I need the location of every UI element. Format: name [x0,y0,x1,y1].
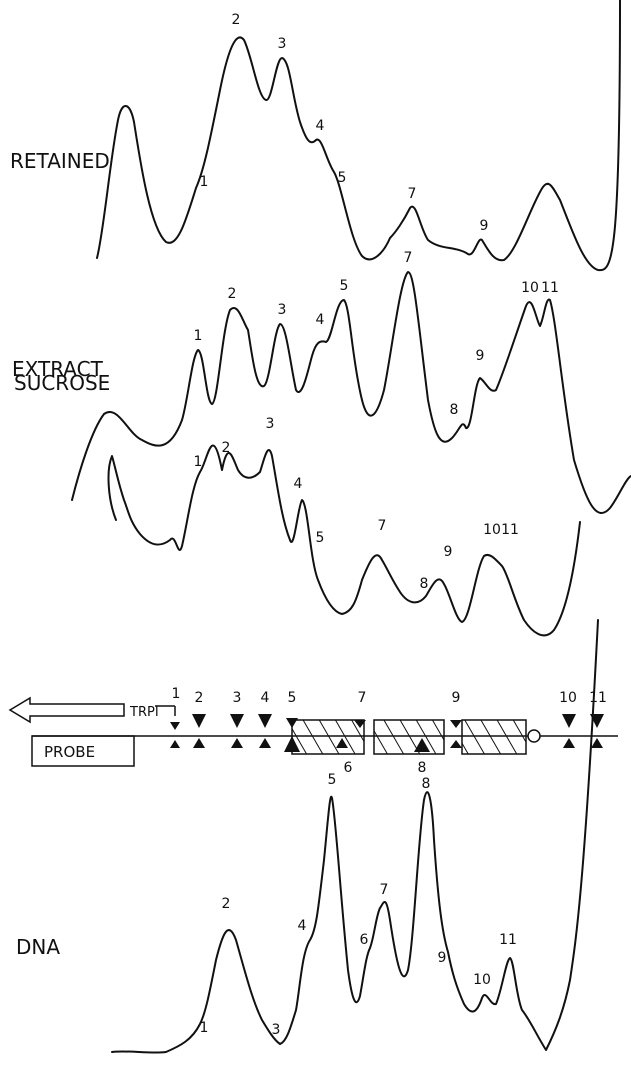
site-9-label: 9 [452,690,461,706]
dna-peak-7: 7 [380,882,389,898]
dna-peak-5: 5 [328,772,337,788]
site-8: 8 [414,738,430,776]
restriction-map: TRPI PROBE 1 2 [8,686,618,776]
site-1-label: 1 [172,686,181,702]
extract-peak-7: 7 [404,250,413,266]
retained-trace [96,0,621,272]
dna-peak-2: 2 [222,896,231,912]
site-7-label: 7 [358,690,367,706]
site-4: 4 [258,690,272,748]
sucrose-peak-5: 5 [316,530,325,546]
site-8-label: 8 [418,760,427,776]
site-6-label: 6 [344,760,353,776]
site-5: 5 [284,690,300,752]
sucrose-peak-11: 11 [501,522,519,538]
dna-trace [111,619,599,1054]
circle-end [527,729,541,743]
retained-peak-2: 2 [232,12,241,28]
sucrose-peak-4: 4 [294,476,303,492]
extract-trace [71,271,631,514]
site-2-label: 2 [195,690,204,706]
retained-label: RETAINED [10,149,110,173]
site-4-label: 4 [261,690,270,706]
extract-peak-9: 9 [476,348,485,364]
probe-label: PROBE [44,743,95,761]
site-9: 9 [450,690,462,748]
extract-label: EXTRACT [12,357,104,381]
dna-peak-1: 1 [200,1020,209,1036]
dna-peak-8: 8 [422,776,431,792]
dna-peak-6: 6 [360,932,369,948]
hatched-box-2 [373,719,445,755]
site-11-label: 11 [589,690,607,706]
dna-peak-10: 10 [473,972,491,988]
sucrose-peak-2: 2 [222,440,231,456]
site-3-label: 3 [233,690,242,706]
sucrose-peak-9: 9 [444,544,453,560]
site-7: 7 [354,690,366,728]
sucrose-peak-10: 10 [483,522,501,538]
extract-peak-3: 3 [278,302,287,318]
site-5-label: 5 [288,690,297,706]
site-2: 2 [192,690,206,748]
retained-peak-9: 9 [480,218,489,234]
trp1-label: TRPI [129,705,159,720]
sucrose-label: SUCROSE [14,371,110,395]
site-11: 11 [589,690,607,748]
extract-peak-5: 5 [340,278,349,294]
retained-peak-1: 1 [200,174,209,190]
trp1-arrow [8,696,125,724]
sucrose-peak-3: 3 [266,416,275,432]
extract-peak-4: 4 [316,312,325,328]
dna-peak-3: 3 [272,1022,281,1038]
dna-peak-11: 11 [499,932,517,948]
site-3: 3 [230,690,244,748]
extract-peak-11: 11 [541,280,559,296]
sucrose-peak-1: 1 [194,454,203,470]
extract-peak-10: 10 [521,280,539,296]
extract-peak-8: 8 [450,402,459,418]
hatched-box-1 [291,719,365,755]
hatched-box-3 [461,719,527,755]
dna-peak-4: 4 [298,918,307,934]
site-10: 10 [559,690,577,748]
extract-peak-2: 2 [228,286,237,302]
site-10-label: 10 [559,690,577,706]
retained-peak-7: 7 [408,186,417,202]
extract-peak-1: 1 [194,328,203,344]
sucrose-trace [107,444,581,637]
sucrose-peak-8: 8 [420,576,429,592]
site-1: 1 [155,686,180,748]
retained-peak-3: 3 [278,36,287,52]
retained-peak-4: 4 [316,118,325,134]
dna-peak-9: 9 [438,950,447,966]
sucrose-peak-7: 7 [378,518,387,534]
retained-peak-5: 5 [338,170,347,186]
site-6: 6 [336,738,353,776]
dna-label: DNA [16,935,60,959]
